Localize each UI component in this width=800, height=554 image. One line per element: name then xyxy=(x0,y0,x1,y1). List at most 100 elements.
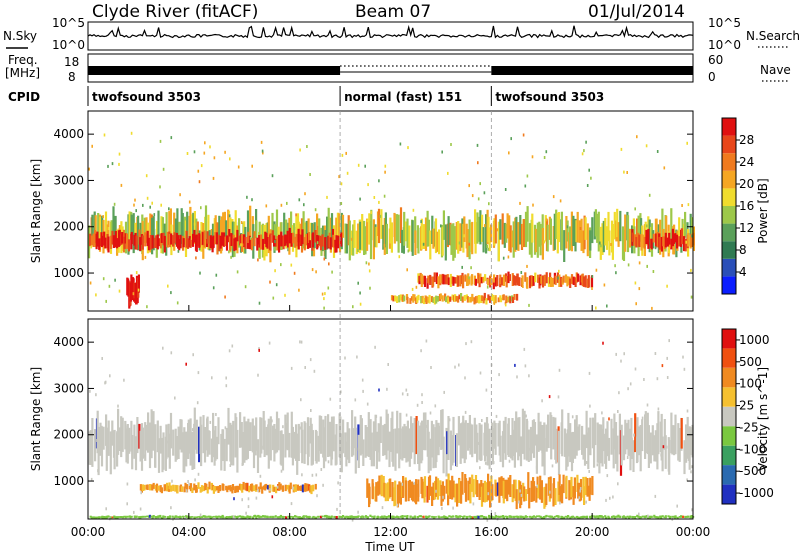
power-cell-4-59 xyxy=(483,292,486,301)
vel-speckle-206 xyxy=(309,358,312,362)
power-speckle-253 xyxy=(367,183,369,187)
vel-cell-0-356 xyxy=(649,432,652,464)
power-cell-4-62 xyxy=(489,295,492,303)
vel-cell-0-220 xyxy=(435,420,438,463)
vel-speckle-247 xyxy=(362,389,364,393)
vel-cell-0-185 xyxy=(379,416,382,443)
power-cell-2-19 xyxy=(137,274,140,293)
power-cell-0-35 xyxy=(143,217,146,243)
vel-cell-3-370 xyxy=(671,515,674,518)
vel-cell-0-177 xyxy=(367,412,370,457)
power-cell-0-289 xyxy=(544,215,547,242)
power-cell-1-134 xyxy=(300,234,303,246)
power-cell-0-332 xyxy=(611,224,614,260)
power-cell-0-165 xyxy=(348,220,351,261)
vel-speckle-229 xyxy=(470,340,473,344)
power-cell-1-36 xyxy=(145,233,148,243)
power-cell-0-243 xyxy=(471,221,474,255)
vel-speckle-29 xyxy=(116,431,118,435)
vel-cell-2-4 xyxy=(371,483,374,500)
power-cell-4-11 xyxy=(409,298,412,304)
power-speckle-133 xyxy=(338,175,340,179)
power-cell-0-326 xyxy=(602,220,605,253)
vel-cell-3-9 xyxy=(103,516,106,519)
power-speckle-221 xyxy=(193,150,196,154)
vel-cell-0-123 xyxy=(281,434,285,471)
power-speckle-235 xyxy=(257,258,259,262)
vel-cell-1-43 xyxy=(206,486,209,494)
power-cell-0-172 xyxy=(359,221,362,250)
vel-speckle-148 xyxy=(258,347,260,351)
vel-cell-3-125 xyxy=(285,516,288,519)
vel-cell-0-152 xyxy=(329,421,332,457)
power-cell-4-45 xyxy=(461,296,464,303)
vel-cell-3-317 xyxy=(588,515,592,519)
vel-cell-0-72 xyxy=(202,415,205,454)
vel-speckle-95 xyxy=(660,453,662,457)
vel-speckle-251 xyxy=(411,439,413,443)
power-cell-3-5 xyxy=(423,275,427,287)
power-speckle-13 xyxy=(107,227,110,230)
vel-cell-3-361 xyxy=(657,516,660,519)
power-speckle-65 xyxy=(162,167,165,171)
vel-cell-0-231 xyxy=(452,416,455,463)
power-speckle-219 xyxy=(114,278,116,282)
vel-cell-1-38 xyxy=(199,487,202,493)
power-speckle-229 xyxy=(522,133,525,137)
vel-speckle-239 xyxy=(197,371,200,375)
power-cell-0-184 xyxy=(377,208,381,244)
vel-cell-3-281 xyxy=(531,515,534,519)
power-cell-1-135 xyxy=(301,229,304,245)
vel-speckle-83 xyxy=(245,445,247,449)
power-cell-0-369 xyxy=(670,208,673,240)
vel-speckle-153 xyxy=(361,378,364,382)
vel-cell-0-160 xyxy=(340,433,343,473)
power-cell-3-4 xyxy=(422,275,425,285)
vel-cell-0-49 xyxy=(165,424,168,460)
vel-cell-3-196 xyxy=(397,516,400,519)
power-cell-3-109 xyxy=(587,275,590,288)
vel-speckle-256 xyxy=(516,375,518,379)
power-cell-0-157 xyxy=(336,212,339,243)
vel-cell-1-8 xyxy=(151,484,154,491)
vel-cell-3-155 xyxy=(333,515,336,518)
vel-cell-0-263 xyxy=(502,420,505,454)
vel-cell-3-249 xyxy=(481,515,484,518)
power-cell-3-20 xyxy=(447,277,450,286)
vel-speckle-68 xyxy=(425,339,428,343)
vel-cell-0-115 xyxy=(269,416,272,461)
power-speckle-238 xyxy=(634,281,637,285)
vel-cbar-frame xyxy=(721,328,737,505)
power-cell-1-79 xyxy=(212,235,215,248)
vel-cell-3-109 xyxy=(260,515,263,518)
power-cell-3-74 xyxy=(532,276,535,286)
power-cell-1-13 xyxy=(109,235,113,249)
vel-cell-3-121 xyxy=(279,514,282,518)
vel-cell-0-200 xyxy=(403,423,406,459)
power-cell-0-194 xyxy=(393,213,396,244)
vel-speckle-143 xyxy=(304,366,306,369)
power-cell-3-82 xyxy=(545,272,548,284)
power-speckle-75 xyxy=(240,221,243,224)
power-cell-1-57 xyxy=(178,239,181,251)
vel-cell-0-126 xyxy=(286,412,289,451)
power-cell-0-67 xyxy=(193,211,196,244)
vel-cell-3-304 xyxy=(567,515,570,518)
vel-cell-0-256 xyxy=(491,428,494,465)
vel-cell-3-193 xyxy=(392,515,395,519)
power-speckle-26 xyxy=(199,271,201,275)
vel-cell-0-315 xyxy=(585,410,588,449)
power-cell-1-75 xyxy=(206,231,209,244)
power-speckle-184 xyxy=(379,214,382,218)
power-speckle-222 xyxy=(357,281,359,285)
vel-cell-1-60 xyxy=(234,486,237,493)
vel-cell-0-52 xyxy=(169,412,173,449)
vel-cell-2-70 xyxy=(476,480,479,497)
vel-cell-3-259 xyxy=(496,515,499,519)
power-cell-4-5 xyxy=(399,294,402,301)
vel-cell-3-282 xyxy=(532,515,536,518)
power-speckle-61 xyxy=(200,206,202,210)
power-cell-1-83 xyxy=(219,236,222,249)
vel-cell-3-277 xyxy=(524,515,527,518)
